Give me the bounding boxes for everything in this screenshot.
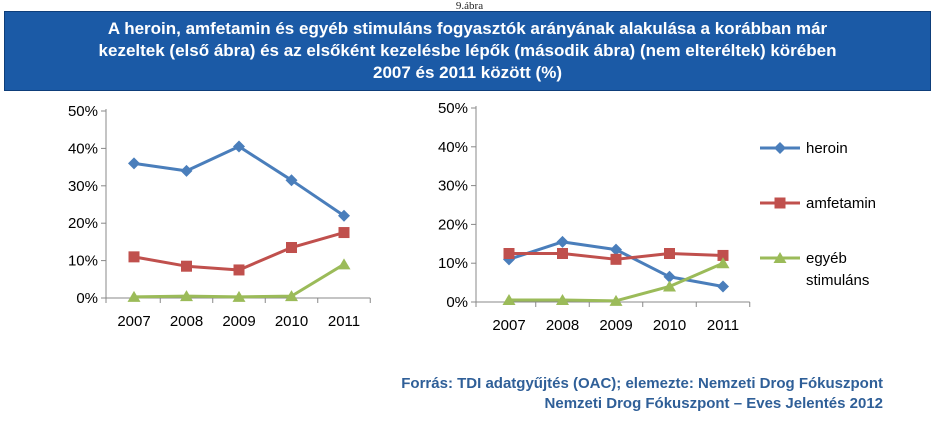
chart-2-series-2-point	[716, 257, 730, 269]
chart-2-y-tick-label: 50%	[438, 100, 468, 117]
chart-1-x-tick-label: 2011	[328, 313, 360, 330]
source-note: Forrás: TDI adatgyűjtés (OAC); elemezte:…	[401, 374, 883, 414]
figure-number: 9.ábra	[455, 0, 484, 12]
title-line-3: 2007 és 2011 között (%)	[373, 63, 562, 82]
chart-2-y-tick-label: 30%	[438, 178, 468, 195]
chart-2-series-2-point	[502, 294, 516, 306]
chart-2-series-0-point	[556, 235, 569, 248]
chart-1-x-tick-label: 2010	[275, 313, 308, 330]
legend-label: heroin	[806, 140, 848, 157]
chart-1-y-tick-label: 20%	[68, 215, 98, 232]
title-line-1: A heroin, amfetamin és egyéb stimuláns f…	[107, 19, 828, 38]
chart-1-series-0-point	[338, 209, 350, 222]
chart-2-series-0-point	[610, 243, 622, 256]
chart-1-series-2-point	[180, 290, 193, 302]
chart-1-series-2-point	[127, 290, 141, 302]
chart-1-y-tick-label: 0%	[76, 290, 98, 307]
chart-1-series-1-point	[181, 260, 192, 272]
chart-title: A heroin, amfetamin és egyéb stimuláns f…	[4, 11, 931, 91]
chart-2-x-tick-label: 2010	[653, 317, 686, 334]
chart-1: 0% 10% 20% 30% 40% 50% 2007 2008 2009 2010 2011	[68, 103, 371, 330]
chart-2-series-1-point	[503, 248, 515, 259]
chart-2-x-tick-label: 2011	[707, 317, 739, 334]
chart-1-y-tick-label: 30%	[68, 178, 98, 195]
source-line-1: Forrás: TDI adatgyűjtés (OAC); elemezte:…	[401, 375, 883, 392]
chart-2-series-1-point	[557, 248, 568, 259]
chart-2-series-2-point	[663, 280, 676, 292]
chart-1-series-2-point	[232, 290, 246, 302]
chart-1-series-0-point	[128, 157, 140, 170]
chart-1-series-1-point	[233, 264, 245, 276]
chart-1-series-2-point	[285, 290, 298, 302]
chart-2-x-tick-label: 2008	[546, 317, 579, 334]
chart-2-series-0-point	[717, 280, 729, 293]
legend-label: stimuláns	[806, 272, 869, 289]
chart-2-series-1-point	[610, 253, 622, 265]
chart-1-x-tick-label: 2009	[222, 313, 255, 330]
chart-1-series-1-point	[286, 242, 297, 254]
chart-2-series-2-point	[609, 294, 623, 306]
chart-1-x-tick-label: 2007	[117, 313, 150, 330]
chart-1-series-0-point	[285, 174, 298, 187]
chart-1-y-tick-label: 40%	[68, 140, 98, 157]
chart-2-y-tick-label: 20%	[438, 216, 468, 233]
chart-1-series-line-0	[133, 145, 345, 217]
chart-2-y-tick-label: 40%	[438, 139, 468, 156]
legend-marker	[773, 252, 787, 263]
legend-marker	[774, 142, 786, 154]
chart-2-series-0-point	[663, 270, 676, 283]
legend-label: egyéb	[806, 250, 847, 267]
chart-1-series-1-point	[128, 251, 140, 263]
chart-2-y-tick-label: 10%	[438, 255, 468, 272]
chart-1-x-tick-label: 2008	[170, 313, 203, 330]
chart-2-series-1-point	[664, 248, 675, 259]
chart-2: 0% 10% 20% 30% 40% 50% 2007 2008 2009 2010 2011	[438, 100, 751, 334]
legend-marker	[774, 197, 786, 209]
chart-2-x-tick-label: 2007	[492, 317, 525, 334]
chart-1-series-0-point	[180, 164, 193, 177]
chart-2-y-tick-label: 0%	[446, 294, 468, 311]
chart-1-series-0-point	[233, 140, 245, 153]
title-line-2: kezeltek (első ábra) és az elsőként keze…	[98, 41, 837, 60]
chart-1-series-1-point	[338, 227, 350, 239]
chart-1-y-tick-label: 50%	[68, 103, 98, 120]
legend: heroin amfetamin egyéb stimuláns	[760, 140, 876, 289]
chart-1-series-2-point	[337, 258, 351, 270]
chart-1-y-tick-label: 10%	[68, 253, 98, 270]
legend-label: amfetamin	[806, 195, 876, 212]
source-line-2: Nemzeti Drog Fókuszpont – Eves Jelentés …	[544, 395, 883, 412]
chart-1-series-line-1	[133, 231, 345, 272]
chart-2-series-2-point	[556, 294, 569, 306]
chart-2-x-tick-label: 2009	[599, 317, 632, 334]
chart-2-series-1-point	[717, 249, 729, 261]
